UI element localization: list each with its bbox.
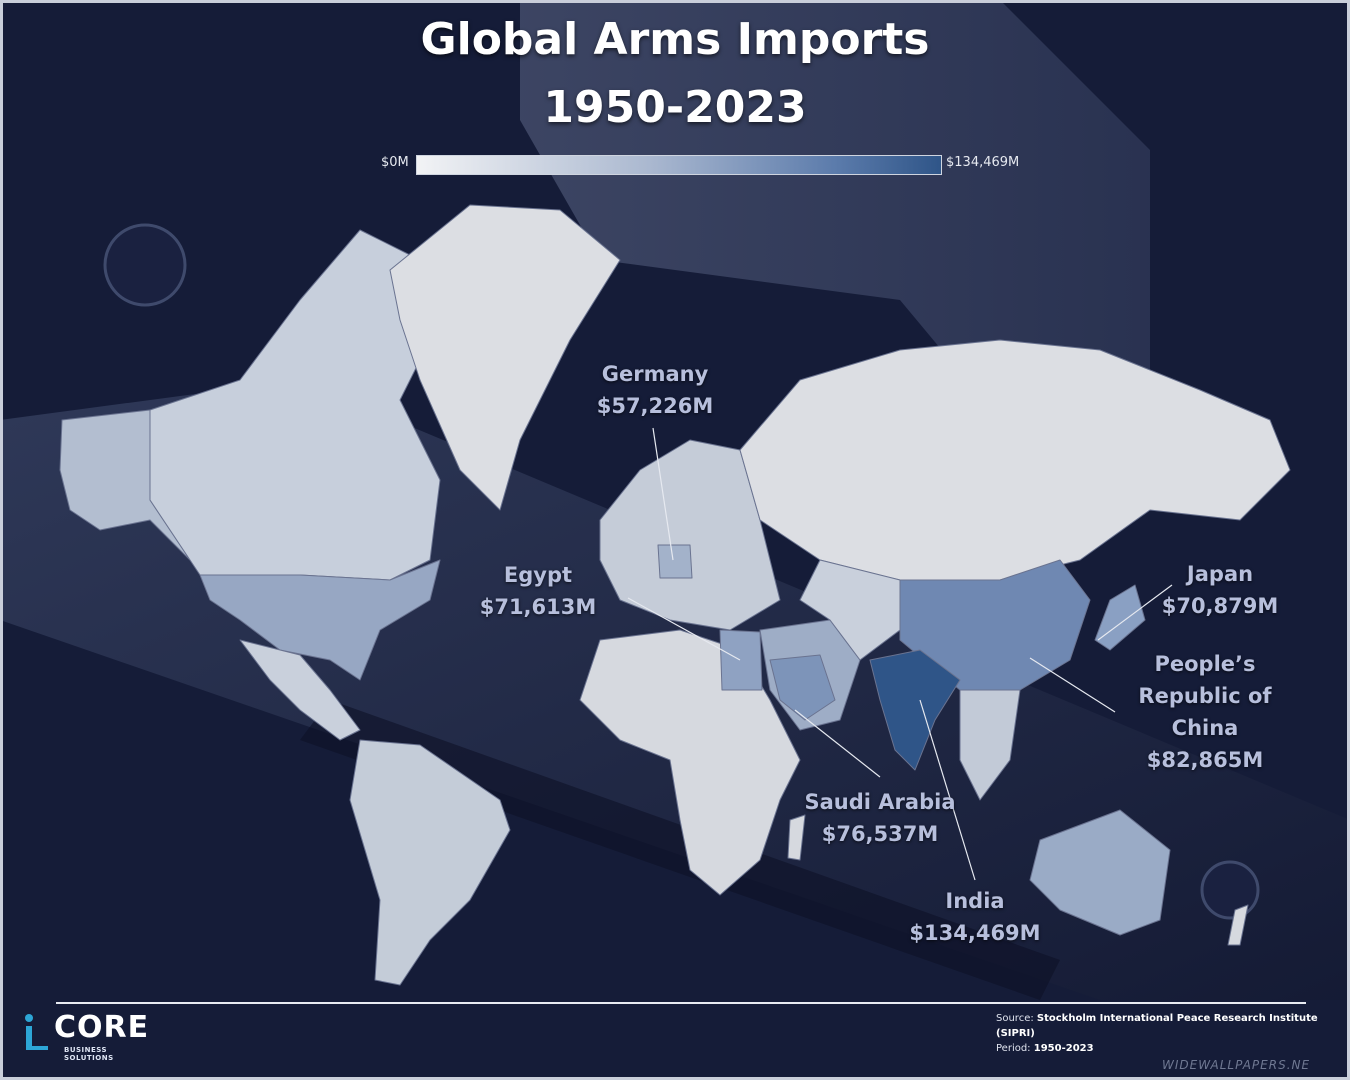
chart-title: Global Arms Imports [420,14,930,65]
watermark-text: WIDEWALLPAPERS.NE [1162,1058,1311,1072]
callout-country: Saudi Arabia [804,790,956,814]
callout-saudi-arabia: Saudi Arabia $76,537M [790,786,970,850]
region-europe[interactable] [599,439,781,631]
region-usa[interactable] [199,559,441,681]
leader-line-egypt [627,597,741,661]
callout-value: $134,469M [909,921,1041,945]
leader-line-india [919,699,976,881]
chart-subtitle-period: 1950-2023 [543,82,807,133]
leader-line-china [1029,657,1116,713]
gun-rail-shape [300,700,1060,1000]
callout-germany: Germany $57,226M [575,358,735,422]
callout-value: $57,226M [596,394,714,418]
money-stack-shape [520,0,1150,420]
region-saudi-arabia[interactable] [769,654,836,721]
leader-line-saudi-arabia [794,709,881,778]
callout-value: $82,865M [1146,748,1264,772]
gun-screw-shape [1200,860,1260,920]
legend-max-label: $134,469M [946,155,1020,170]
callout-value: $70,879M [1161,594,1279,618]
region-germany[interactable] [657,544,693,579]
region-canada[interactable] [149,229,441,581]
region-southeast-asia[interactable] [959,689,1021,801]
color-legend-bar [416,155,942,175]
gun-bolt-shape [103,223,187,307]
region-india[interactable] [869,649,961,771]
callout-value: $76,537M [821,822,939,846]
period-value: 1950-2023 [1033,1043,1094,1054]
callout-country-line1: People’s [1154,652,1256,676]
callout-china: People’s Republic of China $82,865M [1115,648,1295,776]
region-south-america[interactable] [349,739,511,986]
callout-country: Germany [601,362,709,386]
logo-text: CORE [54,1010,150,1045]
logo-subtitle: BUSINESS SOLUTIONS [64,1046,114,1062]
logo-i-icon [25,1014,48,1050]
source-note: Source: Stockholm International Peace Re… [996,1011,1350,1056]
leader-line-germany [652,427,674,561]
region-australia[interactable] [1029,809,1171,936]
period-label: Period: [996,1043,1031,1054]
region-mexico[interactable] [239,639,361,741]
callout-country: Japan [1186,562,1254,586]
region-egypt[interactable] [719,629,763,691]
region-japan[interactable] [1094,584,1146,651]
footer-divider [56,1002,1306,1004]
leader-line-japan [1097,584,1173,641]
region-greenland [389,204,621,511]
source-label: Source: [996,1013,1034,1024]
callout-india: India $134,469M [895,885,1055,949]
callout-value: $71,613M [479,595,597,619]
callout-country-line3: China [1171,716,1239,740]
callout-egypt: Egypt $71,613M [458,559,618,623]
callout-country-line2: Republic of [1138,684,1272,708]
region-madagascar[interactable] [787,814,806,861]
callout-country: India [945,889,1005,913]
callout-country: Egypt [503,563,573,587]
company-logo: CORE BUSINESS SOLUTIONS [20,1006,150,1062]
legend-min-label: $0M [381,155,409,170]
source-name: Stockholm International Peace Research I… [996,1013,1318,1039]
region-russia [739,339,1291,581]
callout-japan: Japan $70,879M [1140,558,1300,622]
region-new-zealand[interactable] [1227,904,1249,946]
